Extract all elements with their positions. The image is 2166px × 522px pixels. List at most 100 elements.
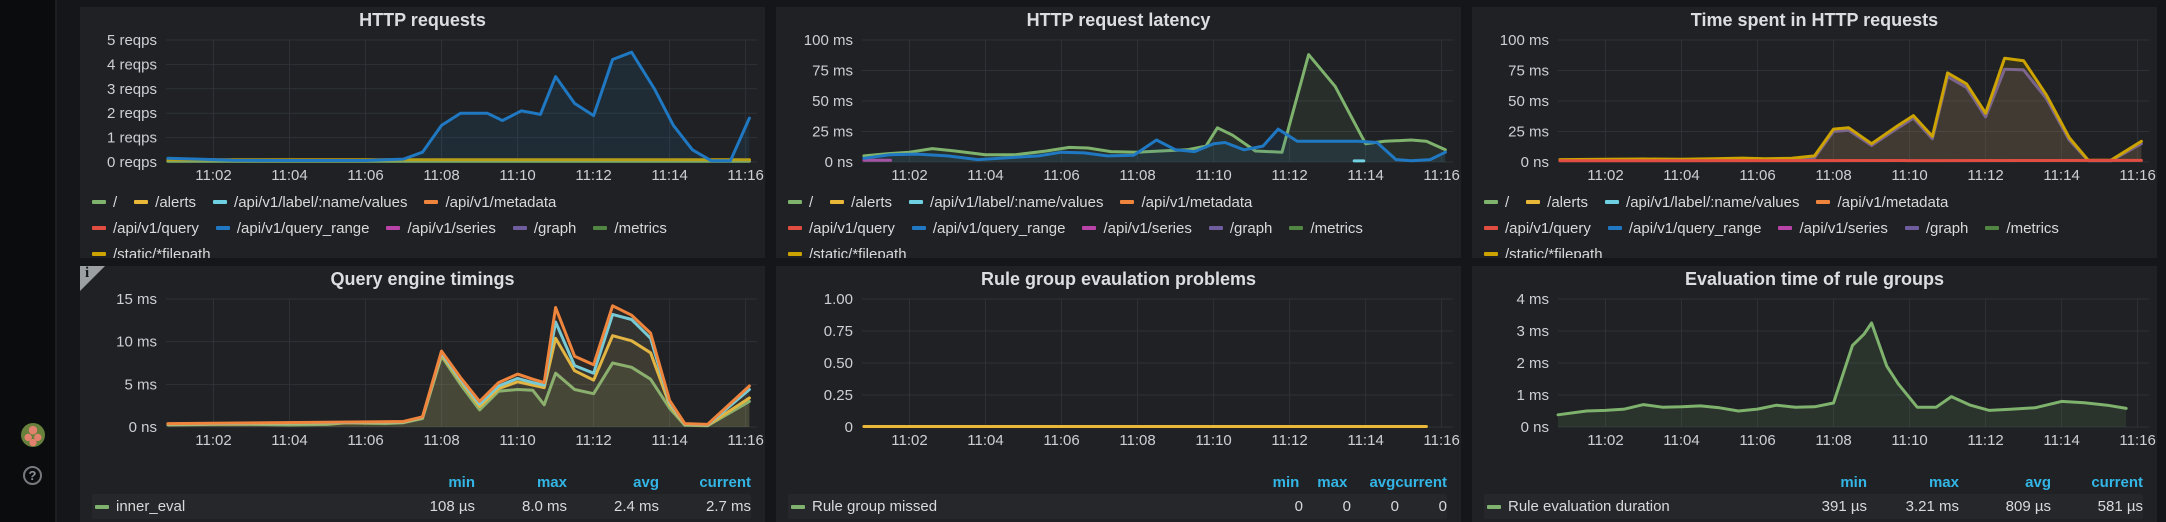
y-axis-tick-label: 0.75: [824, 323, 853, 340]
series-fill: [1558, 323, 2127, 427]
panel-title[interactable]: Query engine timings: [330, 269, 515, 289]
x-axis-tick-label: 11:14: [1347, 167, 1383, 184]
legend-stat-header-current[interactable]: current: [2091, 474, 2143, 491]
time-series-chart[interactable]: 100 ms 75 ms 50 ms 25 ms 0 ns 11:02 11:04 11:06…: [776, 32, 1461, 184]
legend-item[interactable]: /api/v1/query: [1484, 220, 1591, 237]
y-axis-tick-label: 0 ns: [129, 419, 157, 436]
help-icon[interactable]: ?: [23, 466, 42, 485]
x-axis-tick-label: 11:08: [1815, 167, 1851, 184]
legend-item[interactable]: /graph: [512, 220, 576, 237]
series-line: [166, 304, 751, 426]
x-axis-tick-label: 11:12: [1271, 432, 1307, 449]
time-series-chart[interactable]: 4 ms 3 ms 2 ms 1 ms 0 ns 11:02 11:04 11:06 11:08…: [1472, 291, 2157, 449]
series-label: /api/v1/query: [1505, 220, 1591, 237]
panel-query-engine-timings: i Query engine timings 15 ms 10 ms 5 ms 0 n…: [80, 266, 765, 522]
legend-item[interactable]: /api/v1/series: [386, 220, 496, 237]
y-axis-tick-label: 10 ms: [116, 334, 157, 351]
legend-series-name[interactable]: Rule group missed: [788, 498, 1255, 515]
legend-item[interactable]: /alerts: [134, 194, 196, 211]
legend-item[interactable]: /graph: [1208, 220, 1272, 237]
user-avatar-icon[interactable]: [21, 423, 45, 447]
series-color-swatch: [1816, 200, 1831, 204]
series-line: [1558, 56, 2143, 162]
legend-item[interactable]: /: [1484, 194, 1509, 211]
panel-title[interactable]: HTTP request latency: [1026, 10, 1211, 30]
legend-stat-header-avg[interactable]: avg: [633, 474, 659, 491]
x-axis-tick-label: 11:10: [499, 432, 535, 449]
x-axis-tick-label: 11:08: [1815, 432, 1851, 449]
legend-item[interactable]: /metrics: [1289, 220, 1363, 237]
x-axis-tick-label: 11:06: [347, 432, 383, 449]
legend-item[interactable]: /api/v1/series: [1082, 220, 1192, 237]
legend-item[interactable]: /api/v1/series: [1778, 220, 1888, 237]
time-series-chart[interactable]: 100 ms 75 ms 50 ms 25 ms 0 ns 11:02 11:04 11:06…: [1472, 32, 2157, 184]
legend-item[interactable]: /alerts: [830, 194, 892, 211]
legend-item[interactable]: /graph: [1904, 220, 1968, 237]
time-series-chart[interactable]: 1.00 0.75 0.50 0.25 0 11:02 11:04 11:06 11:08 11:…: [776, 291, 1461, 449]
series-label: /alerts: [1547, 194, 1589, 211]
legend-stat-header-current[interactable]: current: [699, 474, 751, 491]
series-label: /metrics: [614, 220, 667, 237]
legend-stat-header-current[interactable]: current: [1395, 474, 1447, 491]
legend-item[interactable]: /alerts: [1526, 194, 1588, 211]
legend-row: /api/v1/query/api/v1/query_range/api/v1/…: [1484, 216, 2147, 242]
legend-series-name[interactable]: Rule evaluation duration: [1484, 498, 1775, 515]
legend-stat-value: 0: [1390, 498, 1399, 515]
legend-item[interactable]: /api/v1/label/:name/values: [213, 194, 407, 211]
panel-title[interactable]: HTTP requests: [359, 10, 486, 30]
x-axis-tick-label: 11:06: [1043, 167, 1079, 184]
panel-title[interactable]: Time spent in HTTP requests: [1690, 10, 1939, 30]
legend-item[interactable]: /api/v1/label/:name/values: [909, 194, 1103, 211]
x-axis-tick-label: 11:10: [1195, 432, 1231, 449]
series-color-swatch: [1607, 226, 1622, 230]
legend-stat-header-avg[interactable]: avg: [1369, 474, 1396, 491]
series-color-swatch: [213, 200, 228, 204]
legend-item[interactable]: /: [92, 194, 117, 211]
chart-legend: / /alerts/api/v1/label/:name/values/api/v…: [80, 184, 765, 258]
legend-stat-header-avg[interactable]: avg: [2025, 474, 2051, 491]
info-glyph: i: [85, 266, 90, 281]
panel-info-icon[interactable]: i: [80, 266, 105, 291]
legend-item[interactable]: /api/v1/label/:name/values: [1605, 194, 1799, 211]
legend-item[interactable]: /api/v1/query: [92, 220, 199, 237]
legend-stat-header-max[interactable]: max: [536, 474, 567, 491]
series-color-swatch: [830, 200, 845, 204]
legend-item[interactable]: /api/v1/metadata: [1816, 194, 1948, 211]
time-series-chart[interactable]: 15 ms 10 ms 5 ms 0 ns 11:02 11:04 11:06 11:08 11…: [80, 291, 765, 449]
legend-item[interactable]: /static/*filepath: [92, 246, 211, 258]
legend-stat-header-min[interactable]: min: [1840, 474, 1867, 491]
legend-series-row: inner_eval 108 µs 8.0 ms 2.4 ms 2.7 ms: [92, 494, 751, 519]
panel-title[interactable]: Evaluation time of rule groups: [1684, 269, 1945, 289]
legend-stat-header-max[interactable]: max: [1928, 474, 1959, 491]
panel-title[interactable]: Rule group evaulation problems: [980, 269, 1257, 289]
legend-stat-header-max[interactable]: max: [1317, 474, 1348, 491]
time-series-chart[interactable]: 5 reqps 4 reqps 3 reqps 2 reqps 1 reqps 0 req…: [80, 32, 765, 184]
series-label: /static/*filepath: [113, 246, 211, 258]
legend-item[interactable]: /api/v1/metadata: [1120, 194, 1252, 211]
legend-item[interactable]: /metrics: [593, 220, 667, 237]
series-line: [862, 127, 1447, 163]
series-color-swatch: [788, 200, 802, 204]
y-axis-tick-label: 0: [845, 419, 853, 436]
series-label: /: [809, 194, 814, 211]
legend-item[interactable]: /api/v1/query: [788, 220, 895, 237]
series-color-swatch: [1487, 504, 1501, 509]
x-axis-tick-label: 11:16: [2119, 167, 2155, 184]
legend-item[interactable]: /api/v1/metadata: [424, 194, 556, 211]
legend-item[interactable]: /api/v1/query_range: [911, 220, 1065, 237]
legend-stat-header-min[interactable]: min: [1272, 474, 1300, 491]
x-axis-tick-label: 11:16: [727, 432, 763, 449]
legend-item[interactable]: /metrics: [1985, 220, 2059, 237]
series-color-swatch: [134, 200, 149, 204]
legend-item[interactable]: /static/*filepath: [788, 246, 907, 258]
y-axis-tick-label: 1 ms: [1516, 387, 1549, 404]
legend-series-name[interactable]: inner_eval: [92, 498, 383, 515]
legend-item[interactable]: /api/v1/query_range: [1607, 220, 1761, 237]
legend-item[interactable]: /static/*filepath: [1484, 246, 1603, 258]
legend-stat-header-min[interactable]: min: [448, 474, 475, 491]
legend-item[interactable]: /: [788, 194, 813, 211]
legend-stats-header-row: min max avg current: [92, 474, 751, 491]
legend-stat-value: 2.4 ms: [613, 498, 659, 515]
legend-item[interactable]: /api/v1/query_range: [215, 220, 369, 237]
legend-row: /static/*filepath: [92, 242, 755, 258]
